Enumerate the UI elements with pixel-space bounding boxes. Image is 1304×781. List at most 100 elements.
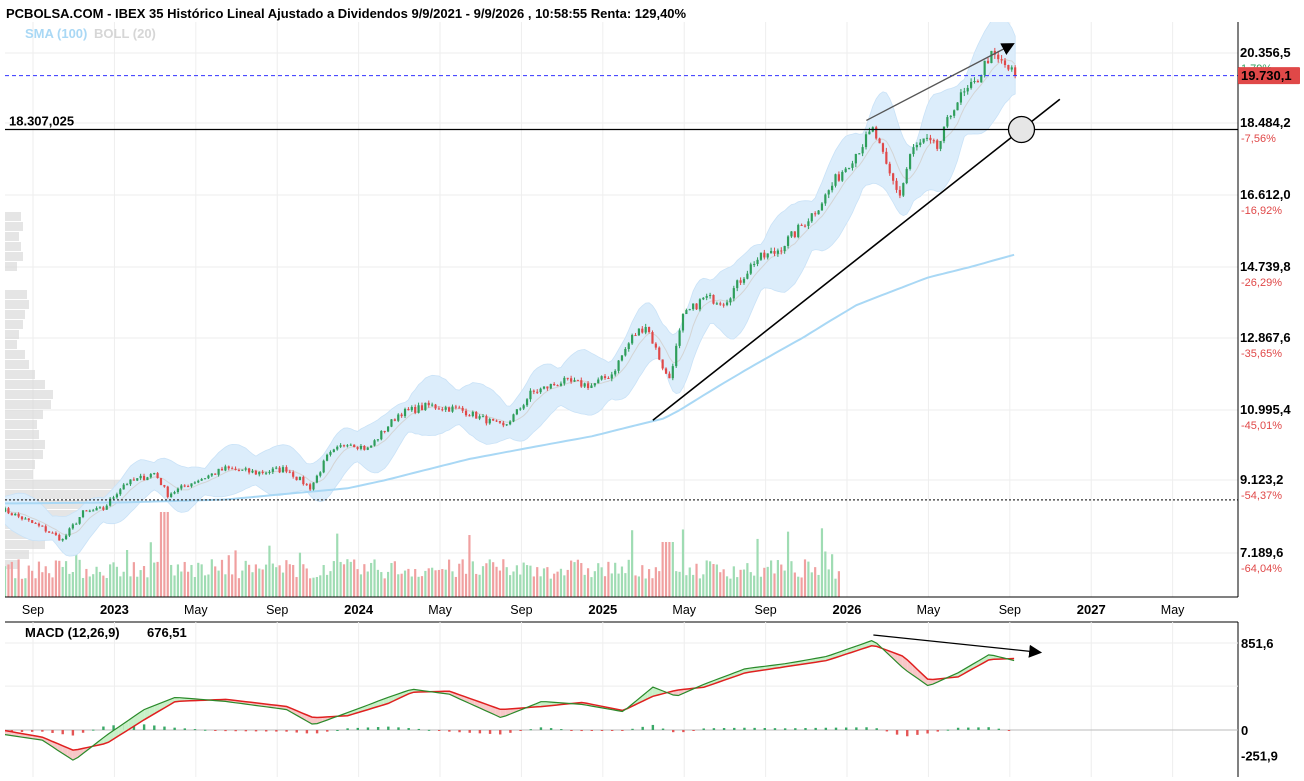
time-axis-label-1: 2023 [100, 602, 129, 617]
candle-body-162 [549, 383, 552, 389]
macd-signal-line [5, 645, 1015, 751]
volume-bar-242 [820, 528, 824, 597]
macd-trendline[interactable] [873, 634, 1043, 658]
candle-body-144 [488, 419, 491, 424]
volume-bar-238 [807, 561, 810, 597]
candle-body-230 [780, 250, 783, 252]
volume-bar-67 [227, 555, 230, 597]
trendlines[interactable] [652, 43, 1061, 421]
candle-body-12 [41, 525, 44, 527]
volume-profile-bar-9 [5, 320, 23, 329]
candle-body-294 [997, 54, 1000, 60]
volume-bar-218 [739, 569, 742, 597]
macd-hist-bar-184 [936, 730, 939, 732]
channel-arrow-trendline[interactable] [866, 43, 1015, 121]
candle-body-116 [393, 419, 396, 421]
candle-body-103 [349, 444, 352, 446]
volume-bar-129 [437, 569, 441, 597]
volume-bar-201 [681, 529, 685, 597]
volume-profile-bar-18 [5, 410, 43, 419]
legend-sma[interactable]: SMA (100) [25, 26, 87, 41]
macd-hist-bar-116 [590, 730, 594, 731]
candle-body-159 [539, 388, 542, 393]
volume-bar-176 [597, 563, 600, 597]
candle-body-98 [332, 449, 335, 452]
volume-bar-189 [641, 565, 644, 597]
volume-bar-63 [214, 566, 217, 597]
intersection-circle-marker[interactable] [1007, 115, 1036, 144]
macd-hist-bar-14 [71, 730, 75, 736]
macd-fill-0 [5, 730, 7, 735]
volume-bar-208 [705, 560, 708, 597]
volume-bar-166 [563, 575, 566, 597]
volume-bar-122 [414, 569, 417, 597]
volume-bar-84 [285, 560, 288, 597]
volume-bar-34 [115, 566, 119, 597]
macd-axis-label-0: 851,6 [1241, 636, 1274, 651]
volume-bar-220 [746, 563, 749, 597]
candle-body-128 [434, 404, 437, 409]
volume-bar-215 [729, 578, 732, 597]
volume-bar-93 [315, 576, 318, 597]
volume-bar-13 [44, 566, 47, 597]
volume-bar-151 [512, 571, 515, 597]
candle-body-157 [532, 390, 535, 392]
candle-body-53 [180, 485, 183, 489]
candle-body-81 [275, 467, 278, 469]
candle-body-147 [498, 421, 502, 423]
price-axis: 20.356,51,79%18.484,2-7,56%16.612,0-16,9… [1240, 45, 1291, 575]
macd-arrow-trendline[interactable] [873, 634, 1043, 658]
volume-bar-127 [431, 567, 434, 597]
time-axis-label-11: May [917, 603, 941, 617]
macd-hist-bar-82 [417, 728, 421, 730]
macd-fill-106 [540, 701, 547, 707]
candle-body-17 [58, 534, 61, 541]
volume-bar-182 [617, 573, 620, 597]
candle-body-186 [631, 335, 634, 344]
price-panel[interactable]: 18.307,025 20.356,51,79%18.484,2-7,56%16… [2, 16, 1300, 617]
candle-body-5 [17, 513, 20, 517]
candle-body-264 [895, 180, 898, 190]
price-axis-pct-1: -7,56% [1241, 133, 1276, 145]
volume-bar-179 [607, 561, 610, 597]
candle-body-26 [88, 510, 91, 512]
volume-bar-148 [502, 559, 505, 597]
candle-body-246 [834, 174, 837, 186]
legend-boll[interactable]: BOLL (20) [94, 26, 156, 41]
candle-body-201 [681, 314, 685, 331]
candle-body-267 [905, 168, 908, 184]
volume-bar-33 [112, 562, 115, 597]
macd-hist-bar-70 [356, 727, 359, 730]
volume-bar-124 [420, 576, 424, 597]
volume-bar-187 [634, 575, 637, 597]
macd-hist-bar-76 [387, 726, 390, 730]
candle-body-289 [980, 74, 983, 83]
candle-body-242 [820, 203, 824, 211]
candle-body-63 [214, 473, 217, 475]
candle-body-6 [20, 516, 24, 520]
candle-body-244 [827, 190, 830, 195]
macd-fill-183 [932, 678, 938, 685]
macd-fill-140 [713, 678, 720, 684]
macd-panel[interactable]: MACD (12,26,9) 676,51 851,6 0 -251,9 [0, 621, 1278, 777]
candle-body-101 [342, 445, 346, 447]
macd-fill-191 [973, 660, 979, 669]
candle-body-50 [170, 493, 173, 497]
candle-body-273 [925, 137, 929, 139]
candle-body-181 [614, 370, 617, 375]
candle-body-119 [403, 408, 407, 417]
support-trendline[interactable] [652, 98, 1061, 421]
price-axis-pct-3: -26,29% [1241, 277, 1282, 289]
candle-body-177 [600, 376, 603, 380]
candlesticks [5, 47, 1017, 542]
candle-body-226 [766, 253, 769, 258]
candle-body-89 [302, 476, 305, 485]
macd-hist-bar-170 [865, 727, 868, 730]
macd-hist-bar-188 [956, 727, 960, 730]
candle-body-215 [729, 298, 732, 303]
candle-body-70 [237, 469, 241, 471]
volume-bar-194 [658, 571, 661, 597]
price-axis-label-0: 20.356,5 [1240, 45, 1291, 60]
volume-bar-142 [481, 566, 485, 597]
